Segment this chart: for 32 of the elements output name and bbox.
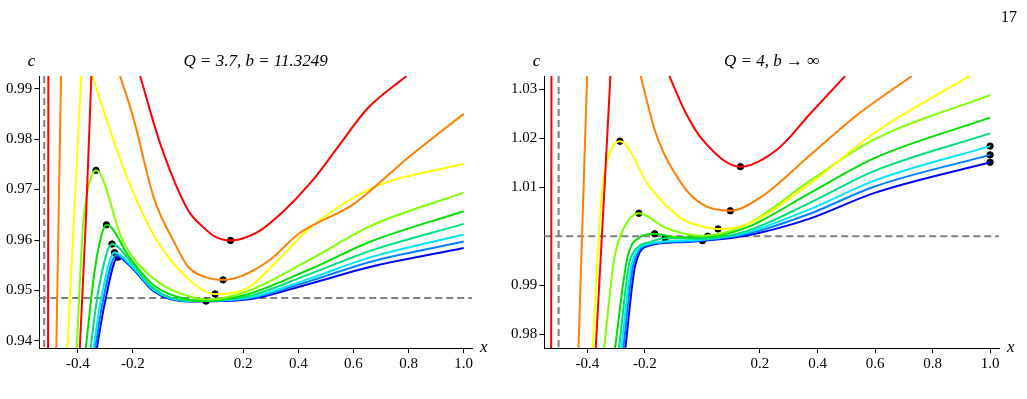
y-tick-label: 1.03 (511, 80, 538, 97)
x-tick-label: 0.6 (344, 354, 364, 371)
x-tick-label: 1.0 (454, 354, 474, 371)
y-tick-label: 0.97 (6, 180, 33, 197)
y-tick-label: 1.02 (511, 129, 538, 146)
y-tick-label: 0.95 (6, 281, 33, 298)
chart-title: Q = 3.7, b = 11.3249 (183, 50, 329, 70)
y-tick-label: 0.99 (511, 276, 538, 293)
y-tick-label: 1.01 (511, 178, 538, 195)
x-tick-label: 0.4 (288, 354, 309, 371)
x-tick-label: 0.4 (808, 354, 828, 371)
y-tick-label: 0.98 (511, 325, 538, 342)
x-tick-label: -0.4 (65, 354, 91, 371)
x-axis-title: x (479, 337, 488, 357)
x-tick-label: -0.2 (633, 354, 657, 371)
x-tick-label: 0.2 (233, 354, 253, 371)
y-axis-title: c (27, 50, 36, 70)
chart-title: Q = 4, b → ∞ (723, 50, 820, 70)
x-tick-label: 1.0 (980, 354, 1000, 371)
x-tick-label: 0.2 (750, 354, 770, 371)
x-tick-label: -0.4 (575, 354, 600, 371)
y-axis-title: c (532, 50, 541, 70)
y-tick-label: 0.99 (6, 79, 33, 96)
x-tick-label: 0.8 (923, 354, 942, 371)
y-tick-label: 0.98 (6, 130, 33, 147)
y-tick-label: 0.96 (6, 230, 33, 247)
x-axis-title: x (1006, 337, 1015, 357)
x-tick-label: 0.8 (399, 354, 418, 371)
y-tick-label: 0.94 (6, 331, 33, 348)
x-tick-label: 0.6 (865, 354, 885, 371)
text: 17 (1001, 8, 1017, 26)
x-tick-label: -0.2 (121, 354, 145, 371)
